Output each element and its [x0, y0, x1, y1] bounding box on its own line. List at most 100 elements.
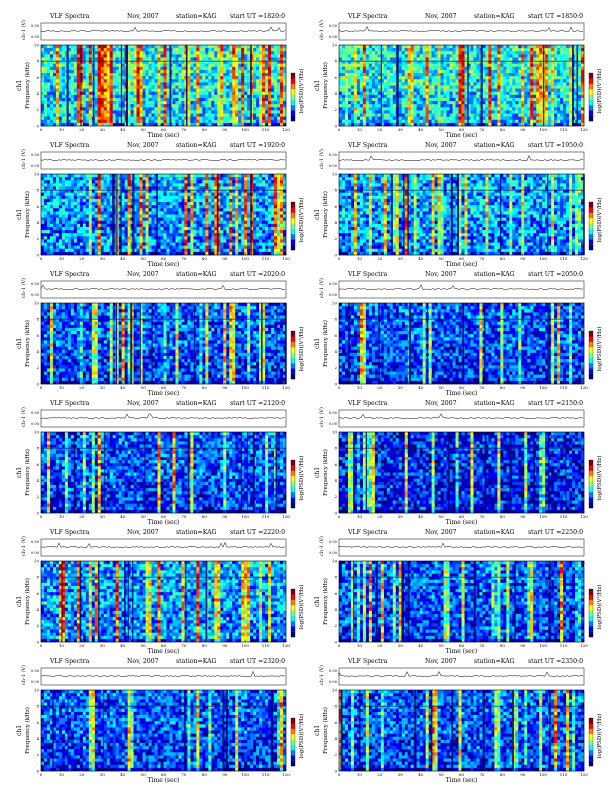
colorbar	[588, 459, 594, 509]
y-tick-label: 10	[332, 687, 338, 692]
ch1-axis-label: ch-1 (V)	[20, 278, 27, 298]
ch1-waveform	[338, 542, 584, 548]
colorbar-swatch	[589, 631, 593, 638]
y-tick-label: 10	[332, 558, 338, 563]
x-tick-label: 20	[79, 772, 85, 777]
y-axis-label: Frequency (kHz)	[322, 578, 329, 625]
y-tick-label: 4	[36, 91, 39, 96]
panel-header: VLF Spectra Nov, 2007 station=KAG start UT …	[8, 528, 308, 538]
y-axis-prefix: ch1	[16, 209, 23, 220]
ch1-waveform	[338, 25, 584, 32]
x-tick-label: 0	[40, 772, 43, 777]
ch1-tick-label: 0.00	[329, 551, 338, 555]
spectrogram-panel: VLF Spectra Nov, 2007 station=KAG start UT …	[8, 141, 308, 269]
x-tick-label: 110	[262, 256, 270, 261]
colorbar-frame	[290, 201, 296, 251]
colorbar-label: log(PSD)(V²/Hz)	[596, 585, 603, 630]
panel-title: VLF Spectra	[50, 141, 89, 151]
spectrogram-gap	[104, 432, 106, 513]
spectrogram-gap	[430, 690, 433, 771]
panel-header: VLF Spectra Nov, 2007 station=KAG start UT …	[8, 141, 308, 151]
x-tick-label: 40	[120, 256, 126, 261]
y-axis-label: Frequency (kHz)	[322, 62, 329, 109]
y-tick-label: 8	[36, 446, 39, 451]
colorbar-swatch	[589, 476, 593, 482]
y-axis-label: Frequency (kHz)	[322, 320, 329, 367]
panel-date: Nov, 2007	[127, 270, 159, 280]
colorbar	[290, 201, 296, 251]
spectrogram-gap	[509, 432, 512, 513]
x-tick-label: 90	[222, 385, 228, 390]
spectrogram-gap	[222, 690, 225, 771]
x-tick-label: 10	[59, 127, 65, 132]
colorbar-frame	[588, 459, 594, 509]
y-axis-prefix: ch1	[16, 467, 23, 478]
spectrogram-panel: VLF Spectra Nov, 2007 station=KAG start UT …	[306, 141, 606, 269]
spectrogram-gap	[169, 45, 172, 126]
x-tick-label: 120	[282, 514, 290, 519]
spectrogram-cells	[41, 432, 287, 514]
x-tick-label: 110	[262, 643, 270, 648]
ch1-tick-label: 0.50	[329, 540, 338, 544]
y-tick-label: 2	[334, 752, 337, 757]
colorbar	[290, 72, 296, 122]
x-tick-label: 70	[181, 772, 187, 777]
panel-start-time: start UT =2150:0	[528, 399, 583, 409]
spectrogram-gap	[80, 45, 82, 126]
x-tick-label: 100	[241, 385, 249, 390]
ch1-waveform	[40, 159, 286, 161]
x-tick-label: 70	[479, 643, 485, 648]
colorbar-swatch	[589, 481, 593, 487]
colorbar-swatch	[291, 723, 295, 729]
panel-date: Nov, 2007	[425, 399, 457, 409]
spectrogram-gap	[275, 432, 278, 513]
x-tick-label: 0	[40, 127, 43, 132]
x-axis-label: Time (sec)	[446, 648, 478, 655]
colorbar	[588, 201, 594, 251]
x-tick-label: 20	[79, 514, 85, 519]
colorbar-swatch	[589, 347, 593, 353]
x-tick-label: 120	[282, 385, 290, 390]
y-tick-label: 0	[36, 123, 39, 128]
x-axis-label: Time (sec)	[446, 519, 478, 526]
spectrogram-gap	[348, 303, 351, 384]
x-tick-label: 80	[202, 127, 208, 132]
colorbar-swatch	[589, 331, 593, 337]
colorbar-frame	[290, 588, 296, 638]
colorbar-swatch	[291, 115, 295, 122]
colorbar-label: log(PSD)(V²/Hz)	[298, 585, 305, 630]
x-axis-label: Time (sec)	[148, 390, 180, 397]
y-tick-label: 0	[36, 510, 39, 515]
spectrogram-gap	[402, 561, 404, 642]
spectrogram-cells	[339, 174, 585, 256]
spectrogram-gap	[378, 303, 380, 384]
colorbar-swatch	[589, 341, 593, 348]
spectrogram-gap	[358, 690, 361, 771]
y-tick-label: 2	[334, 623, 337, 628]
spectrogram-gap	[92, 45, 95, 126]
spectrogram-gap	[548, 561, 551, 642]
y-tick-label: 4	[36, 607, 39, 612]
panel-header: VLF Spectra Nov, 2007 station=KAG start UT …	[8, 399, 308, 409]
y-tick-label: 0	[334, 381, 337, 386]
x-tick-label: 90	[222, 256, 228, 261]
ch1-tick-label: 0.50	[31, 282, 40, 286]
x-tick-label: 0	[338, 256, 341, 261]
x-tick-label: 10	[59, 385, 65, 390]
spectrogram-gap	[225, 690, 228, 771]
x-tick-label: 70	[479, 514, 485, 519]
x-axis-label: Time (sec)	[148, 519, 180, 526]
ch1-tick-label: 0.00	[329, 422, 338, 426]
panel-header: VLF Spectra Nov, 2007 station=KAG start UT …	[306, 270, 606, 280]
colorbar-swatch	[291, 589, 295, 595]
colorbar-swatch	[589, 110, 593, 116]
y-tick-label: 10	[34, 558, 40, 563]
x-tick-label: 20	[79, 643, 85, 648]
panel-start-time: start UT =2350:0	[528, 657, 583, 667]
x-tick-label: 100	[539, 256, 547, 261]
x-tick-label: 90	[520, 514, 526, 519]
x-tick-label: 50	[141, 127, 147, 132]
x-tick-label: 0	[40, 385, 43, 390]
y-tick-label: 10	[34, 42, 40, 47]
x-tick-label: 80	[500, 385, 506, 390]
